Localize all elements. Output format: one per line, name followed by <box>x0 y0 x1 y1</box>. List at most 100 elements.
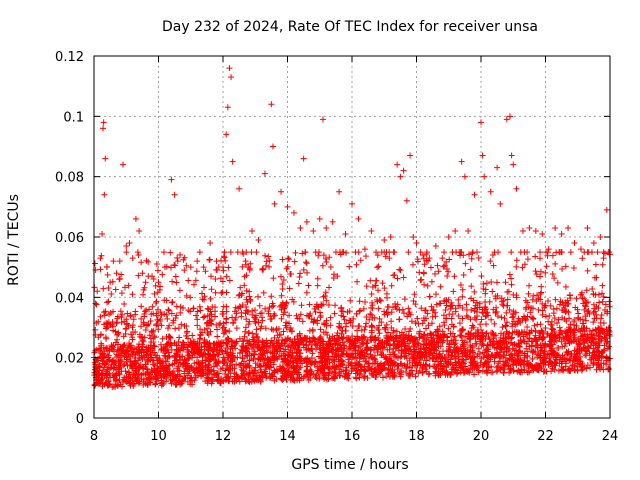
data-point <box>92 326 99 333</box>
data-point <box>387 357 394 364</box>
data-point <box>312 341 319 348</box>
data-point <box>381 237 388 244</box>
data-point <box>558 338 565 345</box>
data-point <box>528 362 535 369</box>
data-point <box>374 345 381 352</box>
data-point <box>564 351 571 358</box>
data-point <box>562 360 569 367</box>
data-point <box>434 262 441 269</box>
data-point <box>507 365 514 372</box>
data-point <box>112 358 119 365</box>
data-point <box>398 367 405 374</box>
data-point <box>191 346 198 353</box>
data-point <box>444 272 451 279</box>
data-point <box>471 191 478 198</box>
data-point <box>472 302 479 309</box>
data-point <box>279 299 286 306</box>
data-point <box>194 258 201 265</box>
data-point <box>369 354 376 361</box>
data-point <box>390 353 397 360</box>
data-point <box>256 302 263 309</box>
data-point <box>374 252 381 259</box>
data-point <box>408 367 415 374</box>
data-point <box>396 307 403 314</box>
data-point <box>552 296 559 303</box>
data-point <box>339 327 346 334</box>
data-point <box>449 330 456 337</box>
data-point <box>544 330 551 337</box>
data-point <box>582 298 589 305</box>
data-point <box>204 305 211 312</box>
data-point <box>191 367 198 374</box>
data-point <box>599 261 606 268</box>
data-point <box>204 378 211 385</box>
data-point <box>164 354 171 361</box>
data-point <box>223 273 230 280</box>
data-point <box>357 307 364 314</box>
data-point <box>171 360 178 367</box>
data-point <box>605 324 612 331</box>
data-point <box>600 328 607 335</box>
data-point <box>215 339 222 346</box>
data-point <box>380 344 387 351</box>
data-point <box>578 289 585 296</box>
data-point <box>317 346 324 353</box>
data-point <box>407 370 414 377</box>
data-point <box>262 370 269 377</box>
data-point <box>149 328 156 335</box>
data-point <box>411 291 418 298</box>
data-point <box>532 227 539 234</box>
data-point <box>284 361 291 368</box>
data-point <box>154 360 161 367</box>
data-point <box>204 340 211 347</box>
data-point <box>310 227 317 234</box>
data-point <box>102 155 109 162</box>
data-point <box>160 344 167 351</box>
data-point <box>145 321 152 328</box>
data-point <box>374 264 381 271</box>
data-point <box>290 364 297 371</box>
data-point <box>202 268 209 275</box>
data-point <box>115 370 122 377</box>
data-point <box>110 364 117 371</box>
data-point <box>196 303 203 310</box>
data-point <box>478 326 485 333</box>
data-point <box>443 302 450 309</box>
data-point <box>462 260 469 267</box>
data-point <box>336 320 343 327</box>
data-point <box>315 303 322 310</box>
data-point <box>580 337 587 344</box>
data-point <box>496 354 503 361</box>
data-point <box>279 256 286 263</box>
data-point <box>491 320 498 327</box>
x-tick-label: 18 <box>408 429 425 444</box>
data-point <box>162 347 169 354</box>
data-point <box>229 356 236 363</box>
data-point <box>522 317 529 324</box>
data-point <box>463 306 470 313</box>
data-point <box>111 372 118 379</box>
data-point <box>589 286 596 293</box>
data-point <box>368 291 375 298</box>
data-point <box>532 328 539 335</box>
data-point <box>547 342 554 349</box>
data-point <box>354 327 361 334</box>
data-point <box>149 273 156 280</box>
data-point <box>221 254 228 261</box>
data-point <box>338 304 345 311</box>
data-point <box>121 300 128 307</box>
data-point <box>303 260 310 267</box>
data-point <box>150 338 157 345</box>
data-point <box>449 249 456 256</box>
data-point <box>141 308 148 315</box>
data-point <box>567 355 574 362</box>
data-point <box>175 363 182 370</box>
data-point <box>515 329 522 336</box>
data-point <box>94 367 101 374</box>
data-point <box>303 355 310 362</box>
data-point <box>222 377 229 384</box>
data-point <box>406 337 413 344</box>
data-point <box>503 319 510 326</box>
data-point <box>249 227 256 234</box>
